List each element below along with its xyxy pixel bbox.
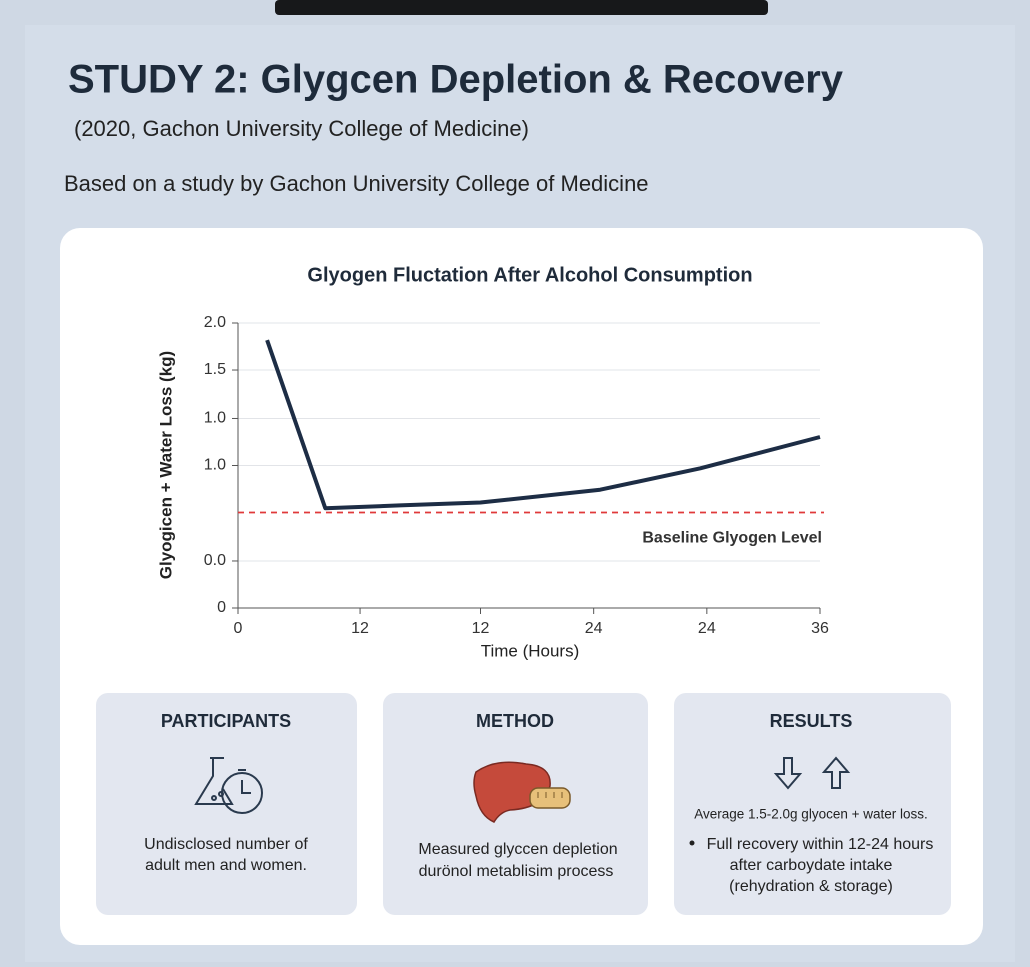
x-tick-label: 0 (234, 620, 243, 637)
x-tick-label: 36 (811, 620, 829, 637)
card-text: Full recovery within 12-24 hours (707, 836, 934, 853)
y-tick-label: 1.0 (204, 410, 226, 427)
method-icon (473, 761, 571, 823)
card-text: durönol metablisim process (419, 863, 614, 880)
info-cards: PARTICIPANTS METHOD RESULTS Undisclosed … (96, 693, 951, 915)
chart-title: Glyogen Fluctation After Alcohol Consump… (307, 264, 752, 286)
x-tick-label: 12 (351, 620, 369, 637)
y-tick-label: 2.0 (204, 314, 226, 331)
x-tick-label: 24 (698, 620, 716, 637)
y-tick-label: 0 (217, 599, 226, 616)
card-title: METHOD (476, 711, 554, 731)
y-axis-label: Glyogicen + Water Loss (kg) (156, 351, 175, 579)
data-line (265, 339, 821, 511)
baseline-label: Baseline Glyogen Level (642, 530, 822, 547)
x-axis-label: Time (Hours) (481, 641, 580, 660)
title: STUDY 2: Glygcen Depletion & Recovery (68, 58, 844, 102)
intro: Based on a study by Gachon University Co… (64, 171, 649, 196)
participants-icon (194, 757, 263, 814)
subtitle: (2020, Gachon University College of Medi… (74, 116, 529, 141)
y-tick-label: 1.0 (204, 457, 226, 474)
plot: 0 0.0 1.0 1.0 1.5 2.0 0 12 12 24 24 36 Baseline Glyo… (204, 314, 829, 637)
top-bar (275, 0, 768, 15)
card-title: RESULTS (770, 711, 853, 731)
x-tick-label: 24 (585, 620, 603, 637)
card-note: Average 1.5-2.0g glyocen + water loss. (694, 807, 928, 822)
info-card (674, 693, 951, 915)
card-text: Measured glyccen depletion (418, 841, 617, 858)
y-tick-label: 1.5 (204, 361, 226, 378)
card-text: after carboydate intake (730, 857, 893, 874)
bullet (689, 840, 695, 846)
y-tick-label: 0.0 (204, 552, 226, 569)
card-text: adult men and women. (145, 857, 307, 874)
card-text: (rehydration & storage) (729, 878, 893, 895)
x-tick-label: 12 (472, 620, 490, 637)
card-text: Undisclosed number of (144, 836, 308, 853)
results-icon (773, 756, 851, 790)
card-title: PARTICIPANTS (161, 711, 291, 731)
